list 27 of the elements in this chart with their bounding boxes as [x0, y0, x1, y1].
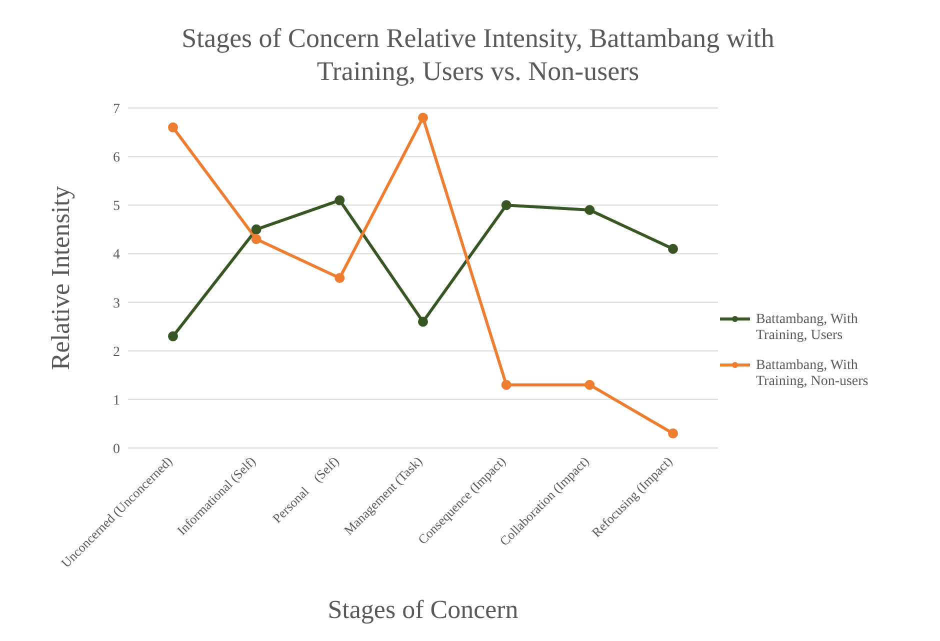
point: [501, 380, 512, 390]
point: [168, 122, 178, 132]
point: [668, 244, 678, 254]
point: [668, 428, 678, 438]
point: [584, 205, 595, 215]
y-tick-label: 5: [113, 199, 120, 214]
x-axis-title: Stages of Concern: [328, 595, 518, 624]
y-tick-label: 4: [113, 248, 120, 263]
y-axis-title: Relative Intensity: [46, 186, 76, 370]
y-tick-label: 0: [113, 442, 120, 457]
point: [418, 316, 428, 327]
point: [334, 273, 345, 283]
y-tick-label: 1: [113, 393, 120, 408]
point: [168, 331, 178, 342]
legend-label: Battambang, With Training, Non-users: [756, 358, 868, 390]
y-tick-label: 7: [113, 102, 120, 117]
y-tick-label: 6: [113, 150, 120, 166]
legend-label: Battambang, With Training, Users: [756, 312, 858, 344]
chart-title: Stages of Concern Relative Intensity, Battambang with Training, Users vs. Non-users: [180, 22, 776, 88]
point: [418, 112, 428, 123]
point: [584, 380, 595, 390]
y-tick-label: 2: [113, 344, 120, 360]
point: [334, 195, 345, 206]
point: [251, 234, 262, 244]
y-tick-label: 3: [113, 296, 120, 312]
point: [251, 224, 262, 234]
point: [501, 200, 512, 210]
